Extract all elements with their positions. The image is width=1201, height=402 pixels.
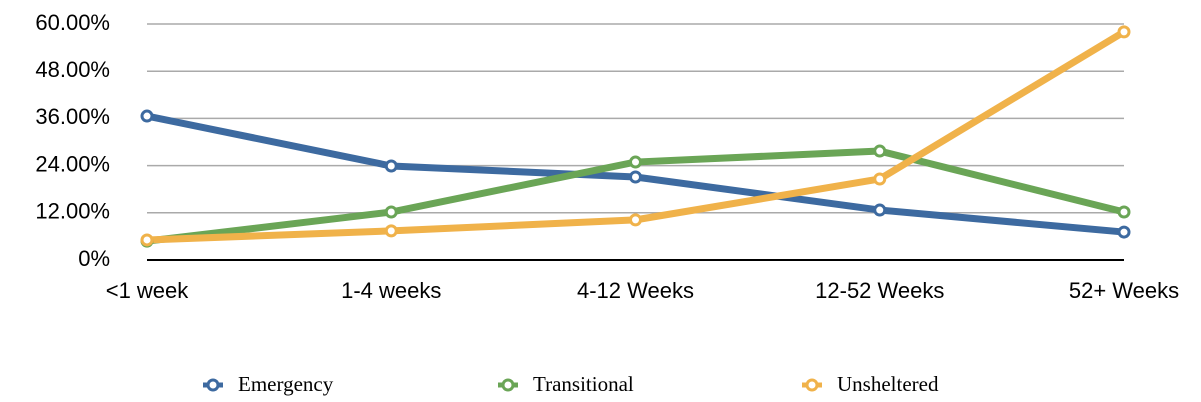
legend-label: Transitional (533, 372, 634, 396)
x-tick-label: 1-4 weeks (341, 278, 441, 303)
data-point (1117, 225, 1131, 239)
y-tick-label: 60.00% (35, 10, 110, 35)
data-point (629, 155, 642, 169)
data-point (629, 213, 642, 227)
y-tick-label: 24.00% (35, 151, 110, 176)
y-tick-label: 12.00% (35, 199, 110, 224)
data-point (1117, 205, 1131, 219)
x-tick-label: <1 week (106, 278, 190, 303)
y-tick-label: 36.00% (35, 104, 110, 129)
legend-label: Emergency (238, 372, 334, 396)
data-point (873, 144, 887, 158)
data-point (629, 170, 642, 184)
series-line (146, 28, 1126, 244)
legend-marker (501, 378, 515, 392)
y-tick-label: 48.00% (35, 57, 110, 82)
data-point (873, 172, 887, 186)
legend-marker (805, 378, 819, 392)
legend-marker (206, 378, 220, 392)
x-tick-label: 12-52 Weeks (815, 278, 944, 303)
data-point (873, 203, 887, 217)
x-tick-label: 52+ Weeks (1069, 278, 1179, 303)
legend-label: Unsheltered (837, 372, 939, 396)
data-point (1117, 25, 1131, 39)
data-point (384, 224, 398, 238)
data-point (140, 109, 154, 123)
y-tick-label: 0% (78, 246, 110, 271)
data-point (384, 205, 398, 219)
data-point (384, 159, 398, 173)
x-tick-label: 4-12 Weeks (577, 278, 694, 303)
data-point (140, 233, 154, 247)
